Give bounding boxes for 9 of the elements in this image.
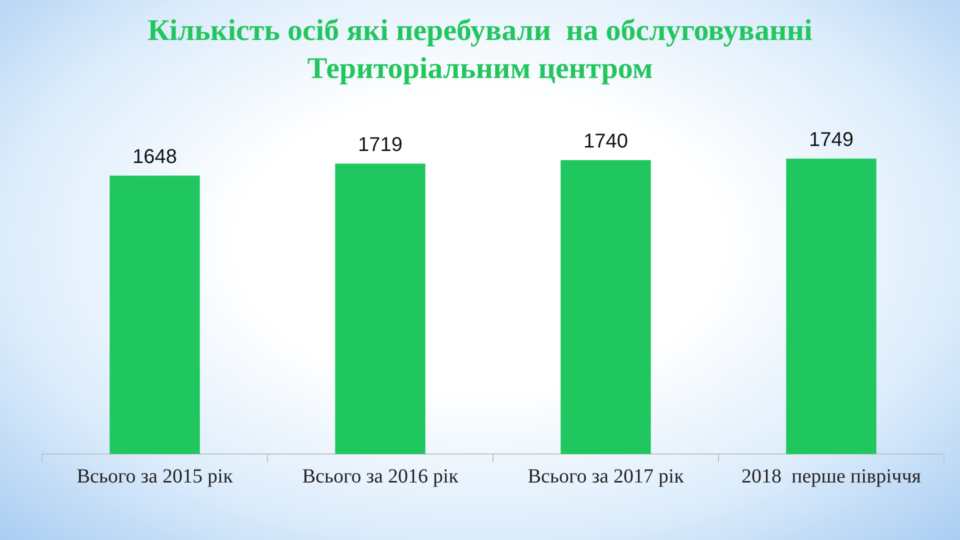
data-label: 1740 [584,130,628,153]
x-tick-label: Всього за 2017 рік [528,465,684,488]
chart-title: Кількість осіб які перебували на обслуговуванні Територіальним центром [146,13,814,87]
x-tick-label: Всього за 2015 рік [76,465,234,488]
x-tick-label: Всього за 2016 рік [302,465,459,488]
data-label: 1749 [809,129,854,152]
data-label: 1719 [358,134,402,156]
data-label: 1648 [132,146,177,168]
x-tick-label: 2018 перше півріччя [742,465,921,488]
